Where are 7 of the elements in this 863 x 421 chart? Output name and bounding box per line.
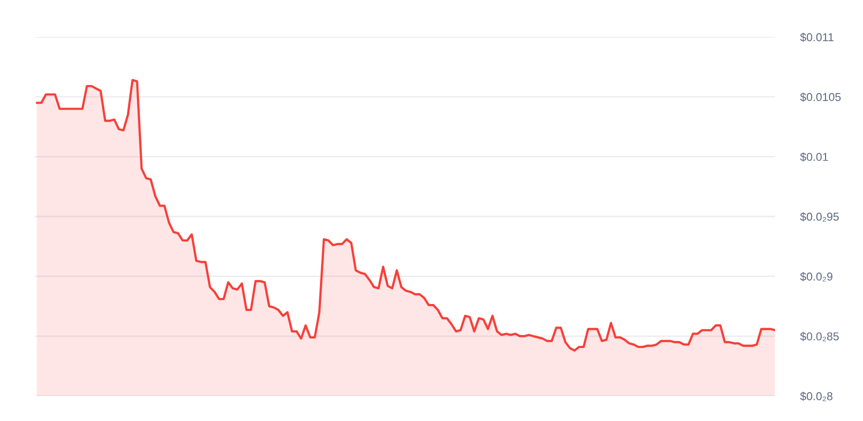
y-tick-label: $0.01 xyxy=(800,152,828,162)
y-tick-label: $0.0₂8 xyxy=(800,392,832,402)
y-tick-label: $0.011 xyxy=(800,32,834,42)
y-tick-label: $0.0105 xyxy=(800,92,841,102)
y-tick-label: $0.0₂9 xyxy=(800,272,832,282)
y-tick-label: $0.0₂95 xyxy=(800,212,839,222)
y-tick-label: $0.0₂85 xyxy=(800,332,839,342)
